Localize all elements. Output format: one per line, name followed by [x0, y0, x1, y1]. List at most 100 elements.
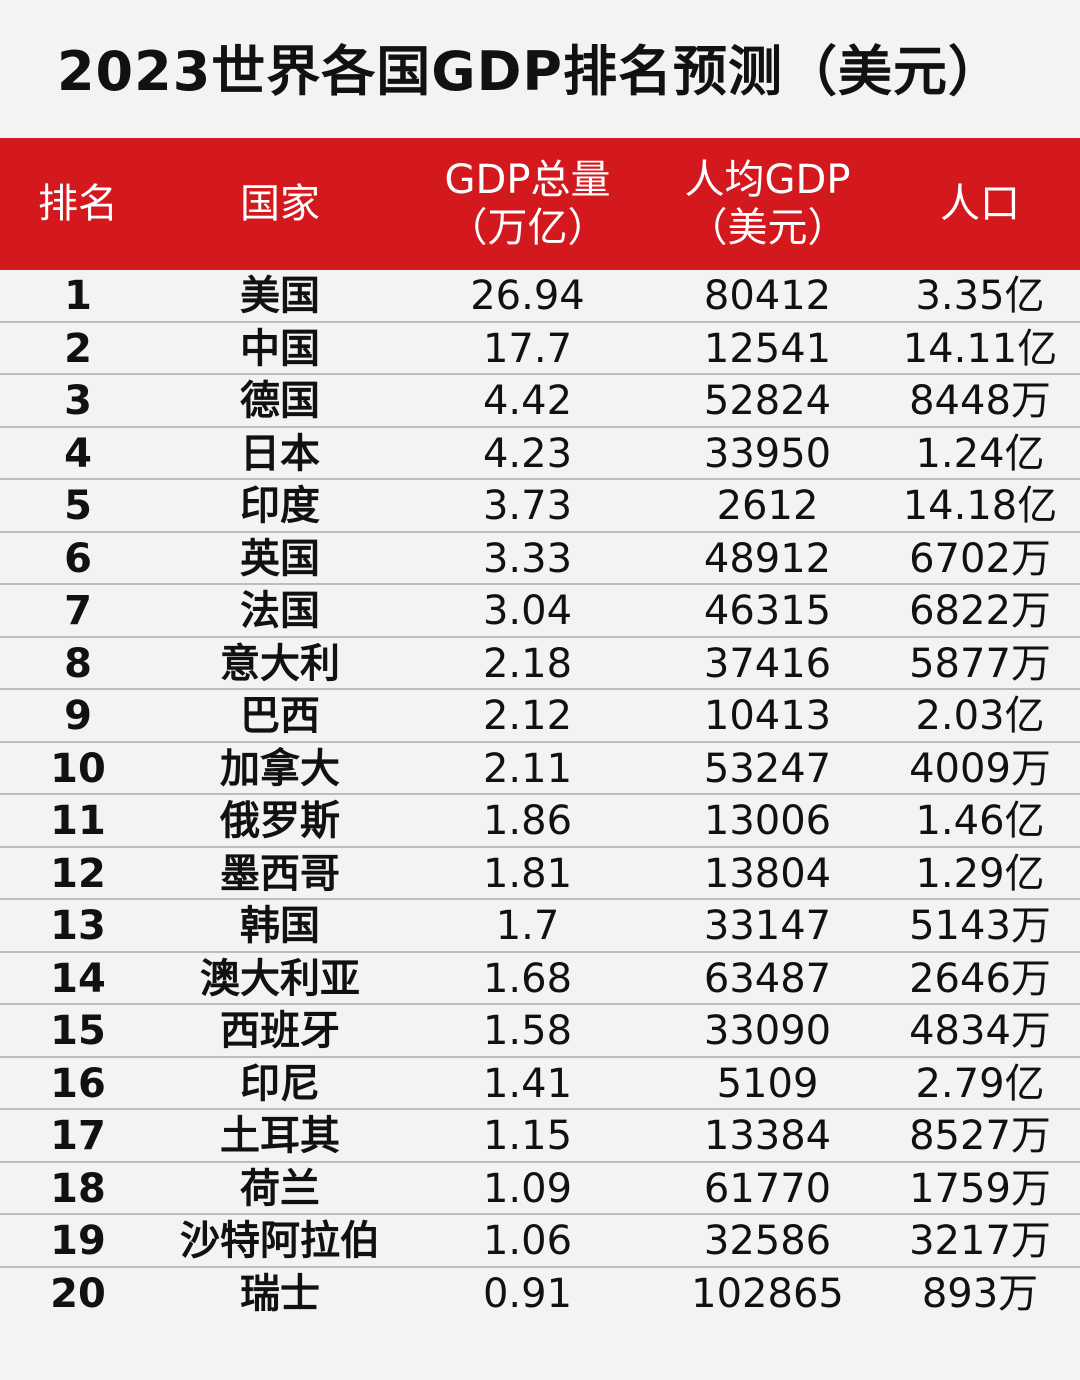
rank-cell: 4 [64, 430, 92, 477]
rank-cell: 8 [64, 640, 92, 687]
rank-cell: 5 [64, 483, 92, 529]
gdp-total-cell: 1.86 [482, 798, 573, 844]
header-rank-label: 排名 [38, 181, 118, 227]
gdp-total-cell: 3.73 [482, 483, 573, 529]
table-row: 12 墨西哥 1.81 13804 1.29亿 [0, 848, 1080, 900]
header-population-label: 人口 [940, 181, 1020, 227]
rank-cell: 3 [64, 378, 92, 424]
population-cell: 5877万 [909, 640, 1051, 687]
country-cell: 荷兰 [240, 1165, 320, 1212]
header-gdp-line2: （万亿） [447, 205, 608, 251]
population-cell: 5143万 [909, 903, 1051, 949]
country-cell: 韩国 [240, 903, 320, 949]
gdp-total-cell: 2.11 [482, 745, 573, 792]
country-cell: 日本 [240, 430, 320, 477]
header-rank: 排名 [18, 138, 138, 270]
country-cell: 美国 [240, 273, 320, 319]
population-cell: 893万 [921, 1270, 1039, 1317]
gdp-per-capita-cell: 46315 [703, 588, 832, 634]
table-row: 20 瑞士 0.91 102865 893万 [0, 1268, 1080, 1321]
rank-cell: 9 [64, 693, 92, 739]
table-row: 17 土耳其 1.15 13384 8527万 [0, 1110, 1080, 1163]
table-row: 10 加拿大 2.11 53247 4009万 [0, 743, 1080, 795]
country-cell: 德国 [240, 378, 320, 424]
population-cell: 14.11亿 [902, 325, 1058, 372]
gdp-total-cell: 0.91 [482, 1270, 573, 1317]
population-cell: 6702万 [909, 535, 1051, 582]
gdp-total-cell: 1.58 [482, 1008, 573, 1054]
gdp-per-capita-cell: 63487 [703, 955, 832, 1002]
header-per-capita-line1: 人均GDP [684, 157, 851, 203]
country-cell: 意大利 [220, 640, 340, 687]
country-cell: 法国 [240, 588, 320, 634]
country-cell: 加拿大 [220, 745, 340, 792]
gdp-per-capita-cell: 2612 [716, 483, 819, 529]
gdp-per-capita-cell: 37416 [703, 640, 832, 687]
country-cell: 西班牙 [220, 1008, 340, 1054]
gdp-per-capita-cell: 13804 [703, 850, 832, 897]
country-cell: 英国 [240, 535, 320, 582]
gdp-total-cell: 4.23 [482, 430, 573, 477]
rank-cell: 10 [50, 745, 106, 792]
table-row: 14 澳大利亚 1.68 63487 2646万 [0, 953, 1080, 1005]
population-cell: 8448万 [909, 378, 1051, 424]
gdp-total-cell: 1.7 [495, 903, 560, 949]
gdp-total-cell: 2.12 [482, 693, 573, 739]
population-cell: 4009万 [909, 745, 1051, 792]
gdp-per-capita-cell: 102865 [691, 1270, 844, 1317]
gdp-per-capita-cell: 33090 [703, 1008, 832, 1054]
gdp-per-capita-cell: 12541 [703, 325, 832, 372]
rank-cell: 1 [64, 273, 92, 319]
country-cell: 巴西 [240, 693, 320, 739]
gdp-per-capita-cell: 52824 [703, 378, 832, 424]
gdp-total-cell: 1.41 [482, 1060, 573, 1107]
rank-cell: 2 [64, 325, 92, 372]
table-row: 19 沙特阿拉伯 1.06 32586 3217万 [0, 1215, 1080, 1268]
population-cell: 8527万 [909, 1113, 1051, 1159]
header-country-label: 国家 [240, 181, 320, 227]
rank-cell: 13 [50, 903, 106, 949]
table-row: 8 意大利 2.18 37416 5877万 [0, 638, 1080, 690]
rank-cell: 12 [50, 850, 106, 897]
table-header: 排名 国家 GDP总量 （万亿） 人均GDP （美元） 人口 [0, 138, 1080, 270]
gdp-total-cell: 3.33 [482, 535, 573, 582]
gdp-per-capita-cell: 33950 [703, 430, 832, 477]
gdp-total-cell: 1.81 [482, 850, 573, 897]
table-row: 4 日本 4.23 33950 1.24亿 [0, 428, 1080, 480]
gdp-total-cell: 2.18 [482, 640, 573, 687]
population-cell: 1.24亿 [915, 430, 1045, 477]
gdp-per-capita-cell: 10413 [703, 693, 832, 739]
header-gdp-line1: GDP总量 [444, 157, 611, 203]
gdp-total-cell: 3.04 [482, 588, 573, 634]
gdp-per-capita-cell: 48912 [703, 535, 832, 582]
rank-cell: 17 [50, 1113, 106, 1159]
gdp-per-capita-cell: 33147 [703, 903, 832, 949]
country-cell: 沙特阿拉伯 [180, 1218, 380, 1264]
header-per-capita-line2: （美元） [687, 205, 848, 251]
country-cell: 瑞士 [240, 1270, 320, 1317]
country-cell: 土耳其 [220, 1113, 340, 1159]
page-title: 2023世界各国GDP排名预测（美元） [56, 40, 1004, 103]
gdp-per-capita-cell: 61770 [703, 1165, 832, 1212]
gdp-total-cell: 1.09 [482, 1165, 573, 1212]
rank-cell: 11 [50, 798, 106, 844]
gdp-total-cell: 4.42 [482, 378, 573, 424]
table-row: 3 德国 4.42 52824 8448万 [0, 375, 1080, 428]
table-row: 9 巴西 2.12 10413 2.03亿 [0, 690, 1080, 743]
gdp-per-capita-cell: 5109 [716, 1060, 819, 1107]
table-row: 6 英国 3.33 48912 6702万 [0, 533, 1080, 585]
population-cell: 14.18亿 [902, 483, 1058, 529]
table-row: 2 中国 17.7 12541 14.11亿 [0, 323, 1080, 375]
header-country: 国家 [160, 138, 400, 270]
gdp-total-cell: 17.7 [482, 325, 573, 372]
population-cell: 4834万 [909, 1008, 1051, 1054]
table-row: 15 西班牙 1.58 33090 4834万 [0, 1005, 1080, 1058]
rank-cell: 6 [64, 535, 92, 582]
country-cell: 中国 [240, 325, 320, 372]
country-cell: 俄罗斯 [220, 798, 340, 844]
table-row: 18 荷兰 1.09 61770 1759万 [0, 1163, 1080, 1215]
gdp-total-cell: 1.15 [482, 1113, 573, 1159]
table-row: 16 印尼 1.41 5109 2.79亿 [0, 1058, 1080, 1110]
population-cell: 2.79亿 [915, 1060, 1045, 1107]
table-row: 13 韩国 1.7 33147 5143万 [0, 900, 1080, 953]
